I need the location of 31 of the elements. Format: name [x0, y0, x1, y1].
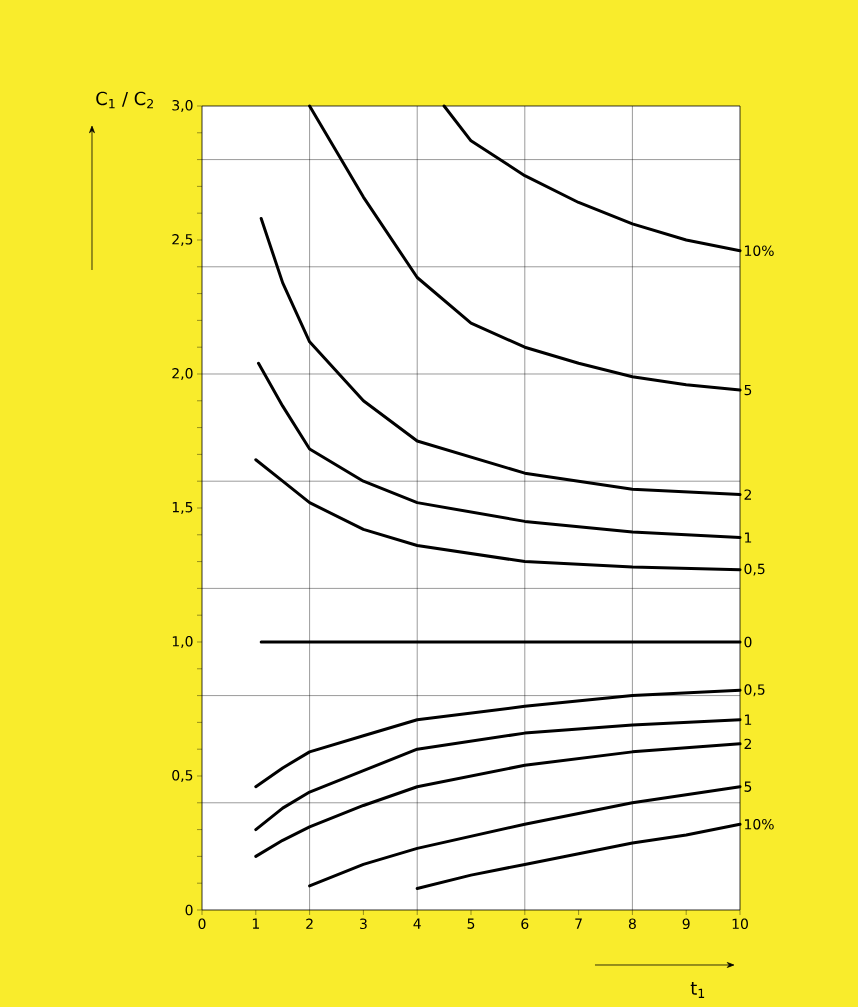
x-tick-label: 4	[413, 918, 421, 929]
series-label: 1	[745, 532, 752, 543]
x-tick-label: 10	[732, 918, 748, 930]
series-label: 2	[744, 489, 752, 500]
x-tick-label: 5	[467, 918, 475, 929]
x-tick-label: 1	[252, 918, 259, 929]
x-axis-title: t$_{1}$	[690, 982, 705, 998]
x-tick-label: 9	[682, 918, 690, 930]
y-tick-label: 3,0	[172, 99, 193, 112]
x-tick-label: 7	[575, 918, 582, 929]
series-label: 5	[744, 781, 752, 792]
x-tick-label: 6	[521, 918, 529, 930]
x-tick-label: 2	[306, 918, 313, 929]
x-tick-label: 8	[628, 918, 636, 930]
series-label: 1	[745, 714, 752, 725]
y-tick-label: 0	[185, 904, 193, 916]
y-tick-label: 1,5	[172, 502, 193, 514]
series-label: 5	[744, 384, 752, 396]
y-tick-label: 2,5	[172, 233, 193, 246]
series-label: 0,5	[744, 684, 765, 697]
y-tick-label: 2,0	[172, 367, 193, 380]
x-tick-label: 0	[198, 918, 206, 930]
x-tick-label: 3	[360, 918, 367, 930]
series-label: 10%	[745, 245, 774, 256]
series-label: 10%	[745, 818, 774, 830]
series-label: 0,5	[744, 563, 765, 576]
series-label: 0	[744, 636, 752, 648]
y-tick-label: 1,0	[172, 636, 193, 648]
series-label: 2	[744, 738, 752, 750]
y-tick-label: 0,5	[172, 770, 193, 782]
y-axis-title: C$_{1}$ / C$_{2}$	[96, 91, 153, 109]
